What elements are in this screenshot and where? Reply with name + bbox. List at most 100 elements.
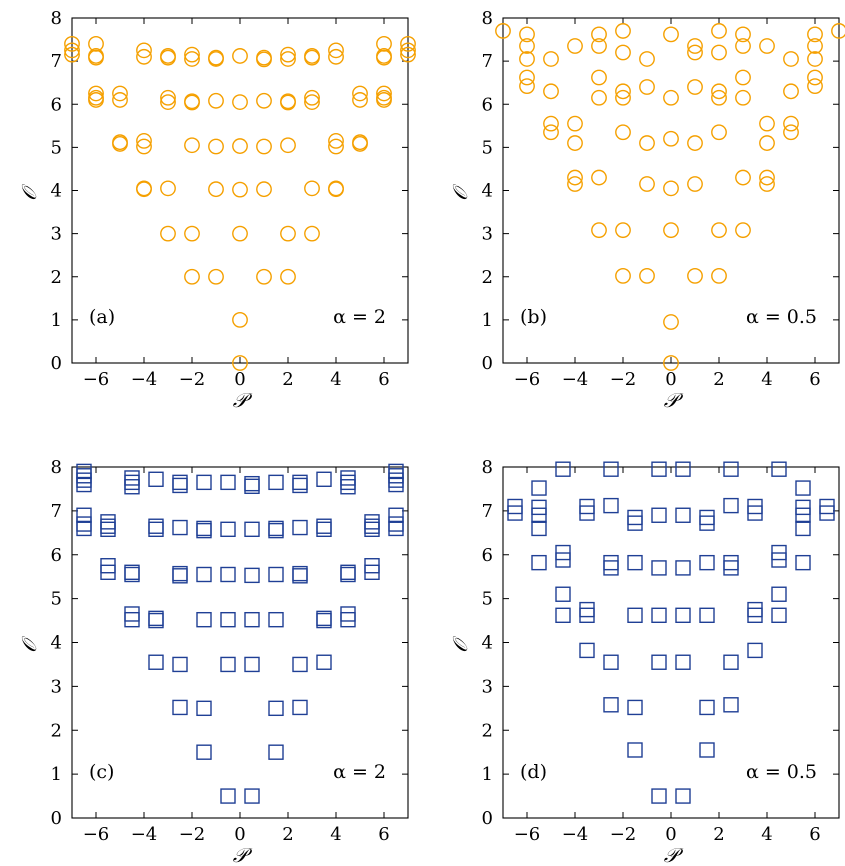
y-tick-label: 6 (482, 545, 493, 566)
data-point-square (220, 521, 236, 538)
data-point-square (747, 642, 763, 659)
data-point-circle (639, 267, 655, 284)
data-point-circle (807, 38, 823, 54)
data-point-circle (328, 133, 344, 149)
data-point-square (771, 586, 787, 602)
data-point-circle (711, 23, 727, 39)
data-point-square (292, 474, 308, 491)
data-point-square (603, 554, 619, 571)
x-tick-label: 0 (665, 824, 676, 845)
panel-label: (a) (89, 306, 115, 328)
data-point-circle (136, 181, 152, 198)
data-point-circle (208, 138, 224, 155)
x-tick-label: 0 (234, 824, 245, 845)
data-point-circle (567, 115, 583, 132)
data-point-circle (711, 83, 727, 100)
x-axis-label: 𝒫 (664, 843, 684, 866)
data-point-square (723, 560, 739, 576)
data-point-square (723, 697, 739, 713)
x-tick-label: 2 (713, 824, 724, 845)
data-point-circle (232, 48, 248, 64)
data-point-square (340, 474, 356, 491)
data-point-circle (759, 135, 775, 151)
data-point-circle (831, 23, 845, 39)
data-point-circle (400, 35, 416, 52)
data-point-circle (328, 181, 344, 198)
y-tick-label: 4 (51, 633, 62, 654)
data-point-circle (136, 133, 152, 149)
data-point-square (675, 560, 691, 576)
data-point-square (675, 461, 691, 477)
data-point-square (795, 499, 811, 516)
data-point-square (244, 611, 260, 628)
data-point-circle (88, 85, 104, 102)
x-tick-label: 4 (761, 369, 772, 390)
data-point-circle (112, 85, 128, 102)
data-point-square (675, 607, 691, 623)
x-tick-label: −6 (83, 824, 110, 845)
data-point-square (603, 697, 619, 713)
data-point-square (316, 521, 332, 538)
data-point-circle (711, 44, 727, 61)
y-tick-label: 2 (482, 267, 493, 288)
data-point-square (148, 654, 164, 670)
data-point-circle (232, 181, 248, 198)
data-point-circle (735, 89, 751, 106)
data-point-circle (112, 92, 128, 108)
data-point-circle (280, 137, 296, 154)
data-point-circle (663, 130, 679, 147)
data-point-circle (160, 180, 176, 197)
data-point-square (124, 611, 140, 628)
data-point-circle (687, 135, 703, 151)
data-point-square (747, 505, 763, 521)
data-point-square (651, 788, 667, 804)
data-point-circle (591, 69, 607, 86)
data-point-square (651, 607, 667, 623)
data-point-circle (711, 267, 727, 284)
data-point-circle (711, 89, 727, 106)
data-point-circle (184, 93, 200, 110)
data-point-circle (663, 26, 679, 43)
data-point-circle (400, 46, 416, 63)
data-point-square (675, 654, 691, 670)
data-point-circle (256, 92, 272, 109)
y-tick-label: 7 (482, 51, 493, 72)
x-tick-label: 4 (761, 824, 772, 845)
data-point-square (364, 564, 380, 580)
data-point-square (100, 518, 116, 534)
data-point-square (388, 472, 404, 488)
data-point-square (795, 554, 811, 571)
data-point-square (723, 461, 739, 477)
panel-label: (c) (89, 761, 114, 783)
data-point-square (292, 568, 308, 584)
y-tick-label: 5 (51, 589, 62, 610)
y-tick-label: 0 (51, 808, 62, 829)
data-point-square (507, 505, 523, 521)
data-point-circle (687, 176, 703, 192)
y-axis-label: 𝒪 (448, 635, 472, 653)
x-tick-label: 2 (713, 369, 724, 390)
data-point-circle (663, 314, 679, 330)
data-point-square (603, 461, 619, 477)
data-point-circle (88, 92, 104, 108)
data-point-square (196, 611, 212, 628)
y-tick-label: 0 (482, 808, 493, 829)
y-tick-label: 5 (482, 589, 493, 610)
data-point-circle (304, 49, 320, 66)
data-point-square (795, 520, 811, 537)
data-point-square (76, 472, 92, 488)
data-point-square (364, 518, 380, 534)
y-tick-label: 4 (482, 181, 493, 202)
data-point-circle (256, 181, 272, 198)
data-point-circle (208, 51, 224, 67)
data-point-circle (232, 225, 248, 242)
data-point-square (340, 470, 356, 486)
data-point-square (699, 554, 715, 571)
x-tick-label: −4 (131, 824, 158, 845)
data-point-square (172, 474, 188, 491)
x-tick-label: 6 (809, 824, 820, 845)
data-point-square (531, 520, 547, 537)
data-point-square (603, 497, 619, 514)
y-axis-label: 𝒪 (17, 183, 41, 201)
data-point-square (268, 522, 284, 539)
